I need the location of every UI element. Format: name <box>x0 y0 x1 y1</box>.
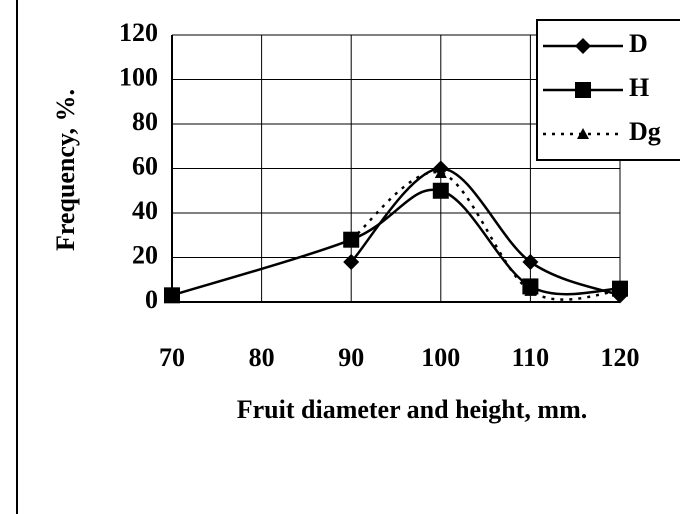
marker <box>575 82 591 98</box>
marker <box>614 284 626 296</box>
marker <box>434 166 447 178</box>
marker <box>524 284 537 296</box>
x-tick-label: 70 <box>159 343 185 372</box>
y-tick-label: 40 <box>132 196 158 225</box>
series-line <box>350 171 621 301</box>
marker <box>575 38 591 54</box>
series-line <box>350 167 621 297</box>
y-tick-label: 80 <box>132 107 158 136</box>
x-tick-label: 110 <box>512 343 550 372</box>
x-axis-label: Fruit diameter and height, mm. <box>237 395 588 424</box>
y-tick-label: 100 <box>119 62 158 91</box>
legend: DH Dg <box>536 19 680 161</box>
marker <box>345 233 358 245</box>
marker <box>432 182 449 199</box>
x-tick-label: 80 <box>249 343 275 372</box>
y-tick-label: 120 <box>119 18 158 47</box>
y-tick-label: 60 <box>132 151 158 180</box>
legend-label: Dg <box>629 117 661 146</box>
legend-label: D <box>629 29 648 58</box>
marker <box>343 253 360 270</box>
y-axis-label: Frequency, %. <box>51 89 80 251</box>
x-tick-label: 120 <box>601 343 640 372</box>
marker <box>522 253 539 270</box>
y-tick-label: 0 <box>145 285 158 314</box>
marker <box>577 128 589 139</box>
marker <box>164 287 180 304</box>
x-tick-label: 100 <box>421 343 460 372</box>
y-tick-label: 20 <box>132 240 158 269</box>
x-tick-label: 90 <box>338 343 364 372</box>
legend-label: H <box>629 73 649 102</box>
